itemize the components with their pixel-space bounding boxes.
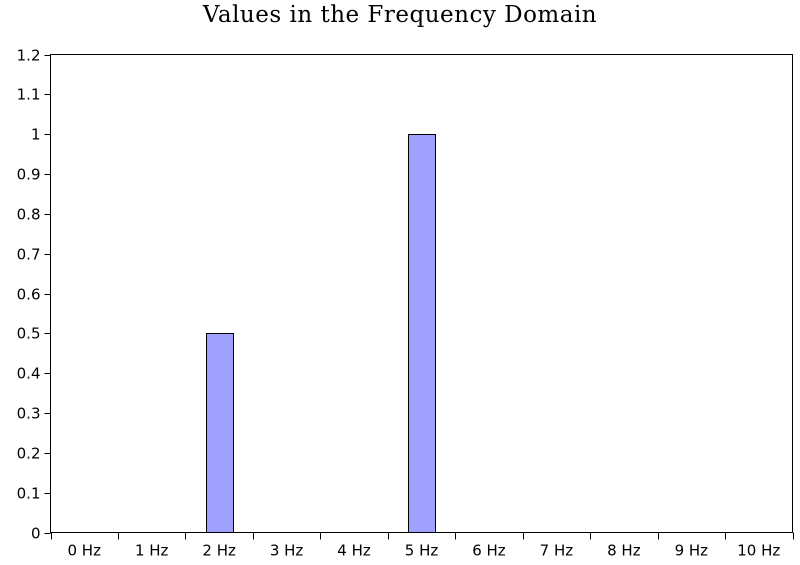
x-tick-label: 0 Hz [67, 542, 101, 560]
x-tick-label: 5 Hz [405, 542, 439, 560]
y-tick-label: 0.2 [17, 445, 41, 463]
y-tick-label: 0.8 [17, 206, 41, 224]
x-tick-label: 2 Hz [202, 542, 236, 560]
x-tick-label: 4 Hz [337, 542, 371, 560]
x-tick-label: 1 Hz [135, 542, 169, 560]
x-tick-label: 9 Hz [675, 542, 709, 560]
y-tick-label: 1.1 [17, 86, 41, 104]
y-tick-label: 1 [31, 126, 41, 144]
y-tick-label: 0.4 [17, 365, 41, 383]
y-tick-label: 0.7 [17, 246, 41, 264]
x-tick-label: 8 Hz [607, 542, 641, 560]
y-tick-label: 0.1 [17, 485, 41, 503]
x-tick-label: 6 Hz [472, 542, 506, 560]
x-axis: 0 Hz 1 Hz 2 Hz 3 Hz 4 Hz 5 Hz 6 Hz 7 Hz 8 Hz 9 Hz… [51, 532, 794, 560]
x-tick-label: 3 Hz [270, 542, 304, 560]
x-tick-label: 10 Hz [737, 542, 780, 560]
chart-title: Values in the Frequency Domain [202, 2, 598, 28]
plot-frame [50, 54, 793, 533]
x-tick-label: 7 Hz [540, 542, 574, 560]
y-tick-label: 0.5 [17, 325, 41, 343]
y-axis: 0 0.1 0.2 0.3 0.4 0.5 0.6 0.7 0.8 0.9 1 1.1 1.2 [17, 47, 51, 543]
bar-5-hz [408, 134, 436, 533]
y-tick-label: 0 [31, 525, 41, 543]
y-tick-label: 1.2 [17, 47, 41, 65]
bars [206, 134, 436, 533]
bar-2-hz [206, 333, 234, 533]
y-tick-label: 0.9 [17, 166, 41, 184]
y-tick-label: 0.3 [17, 405, 41, 423]
y-tick-label: 0.6 [17, 286, 41, 304]
